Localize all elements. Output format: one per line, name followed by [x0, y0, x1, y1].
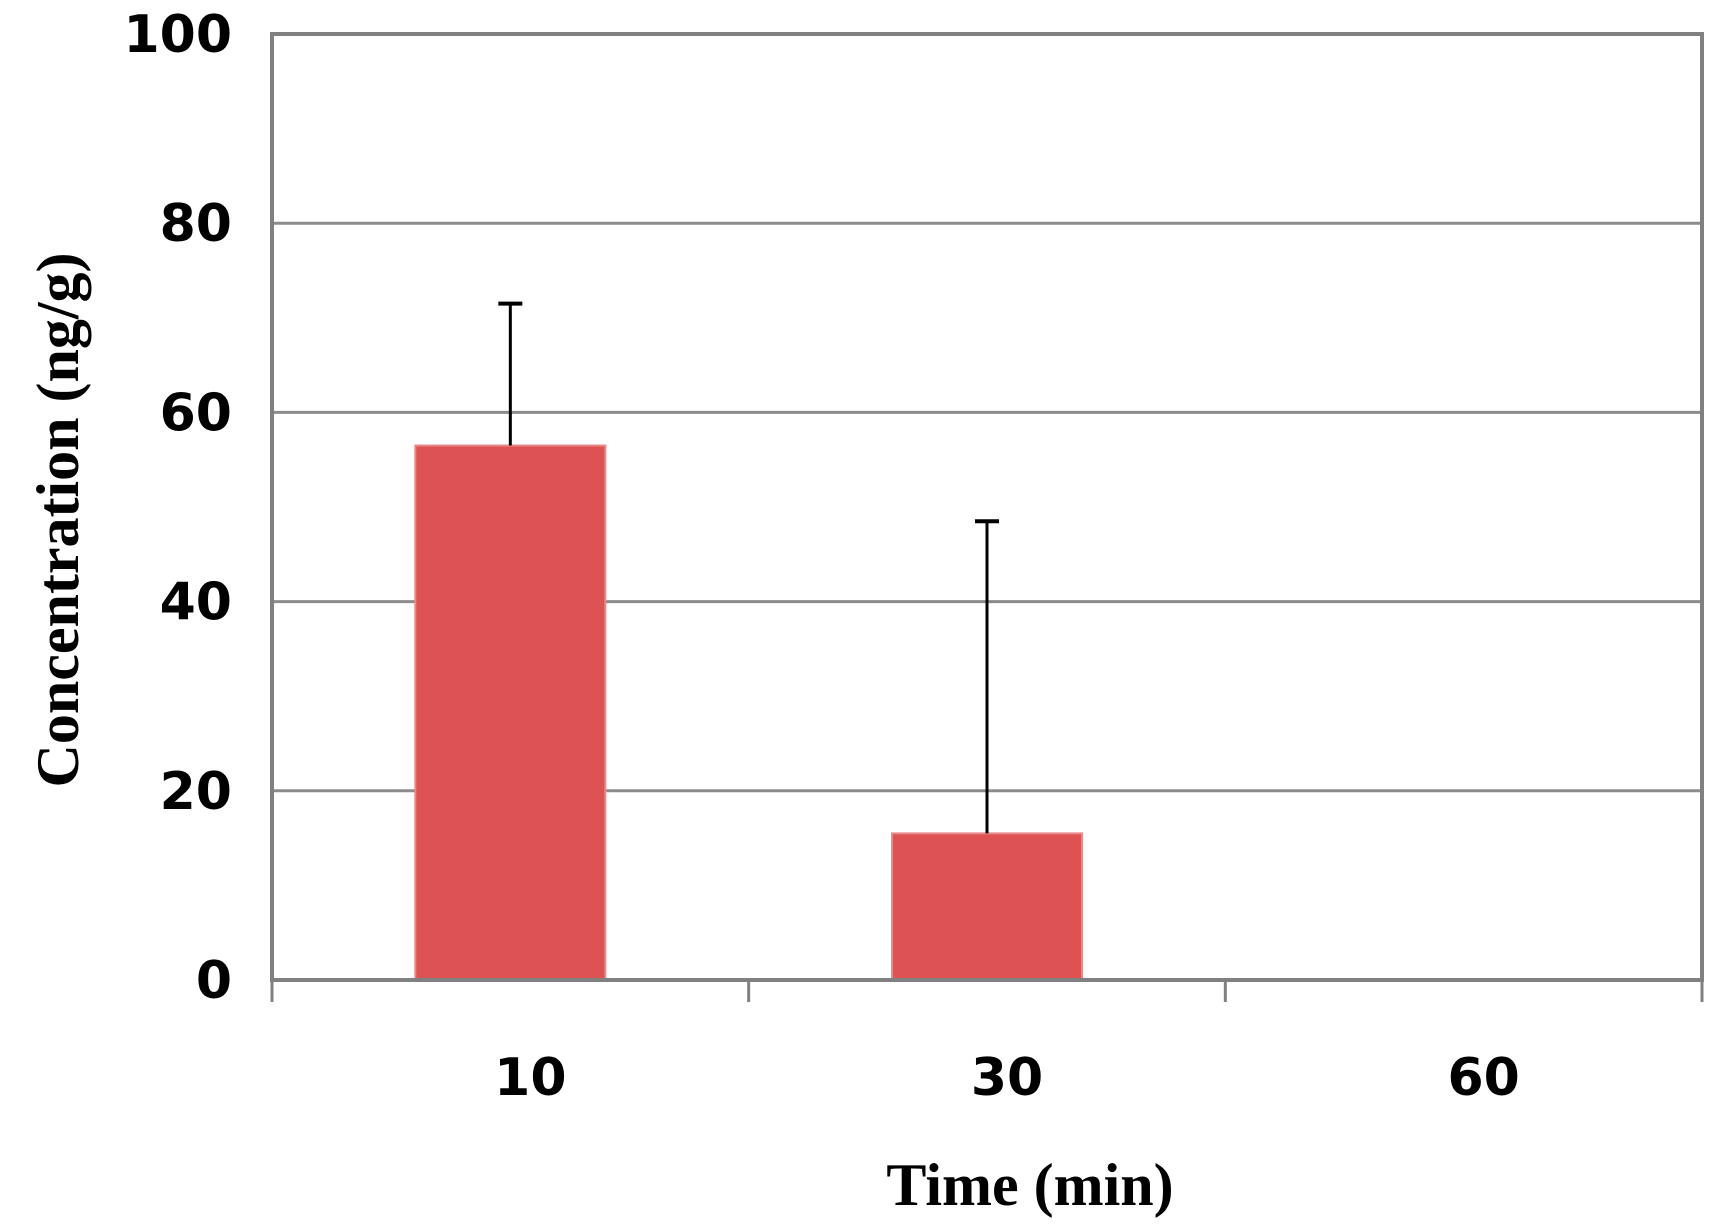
- bars: [414, 444, 1083, 981]
- y-tick-label: 40: [160, 573, 232, 633]
- x-axis-title: Time (min): [886, 1152, 1173, 1218]
- y-tick-label: 20: [160, 762, 232, 822]
- x-tick-label: 30: [971, 1048, 1043, 1108]
- bar-10: [414, 444, 607, 981]
- y-tick-label: 60: [160, 383, 232, 443]
- y-axis-title: Concentration (ng/g): [25, 253, 91, 788]
- y-tick-label: 100: [123, 5, 232, 65]
- x-tick-label: 60: [1447, 1048, 1519, 1108]
- x-axis-tick-labels: 10 30 60: [494, 1048, 1520, 1108]
- error-bars: [498, 301, 999, 834]
- y-tick-label: 0: [196, 951, 232, 1011]
- x-tick-label: 10: [494, 1048, 566, 1108]
- y-axis-tick-labels: 0 20 40 60 80 100: [123, 5, 232, 1011]
- x-axis-ticks: [270, 980, 1704, 1002]
- y-tick-label: 80: [160, 194, 232, 254]
- bar-30: [891, 832, 1083, 981]
